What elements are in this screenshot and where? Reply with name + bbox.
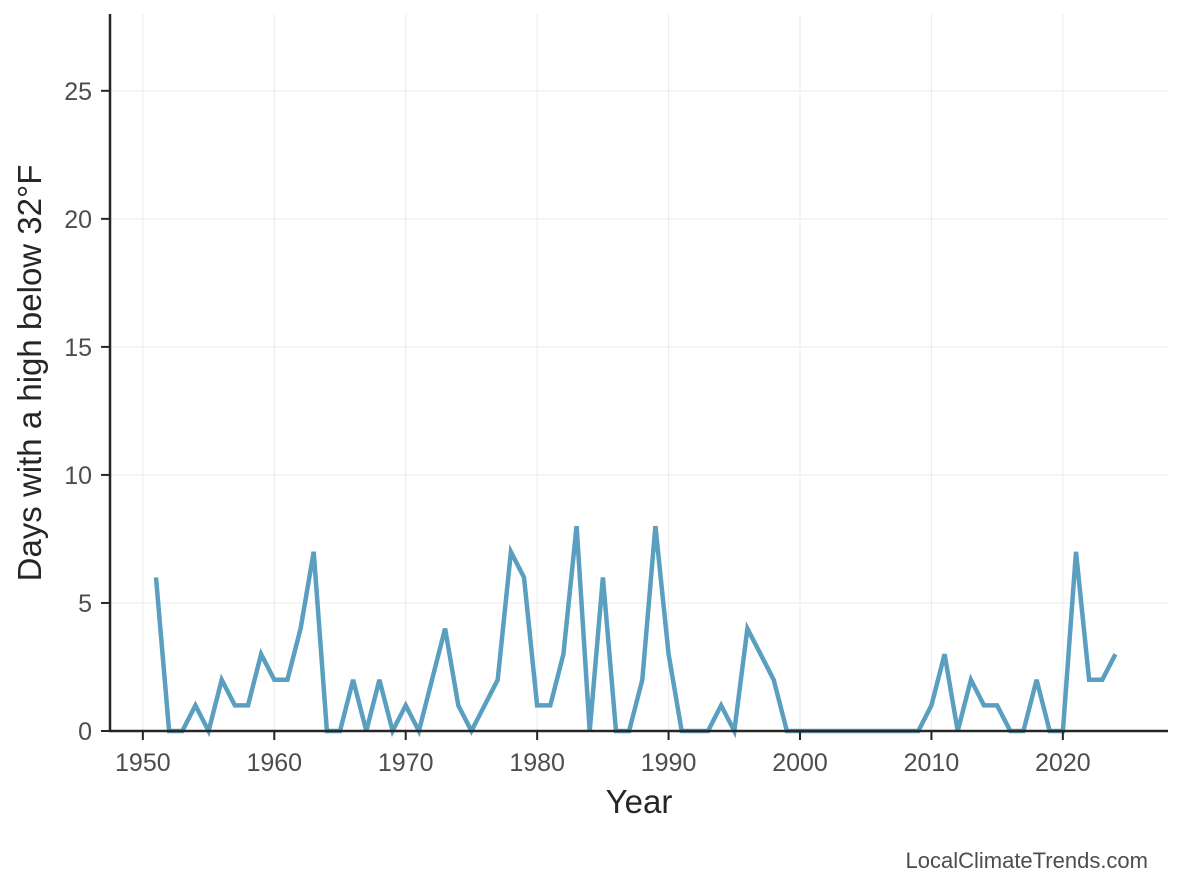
y-tick-label: 5 — [78, 590, 92, 618]
x-tick-label: 1990 — [641, 749, 697, 777]
y-axis-ticks: 0 5 10 15 20 25 — [64, 78, 110, 746]
x-axis-ticks: 1950 1960 1970 1980 1990 2000 2010 2020 — [115, 731, 1091, 777]
y-axis-title: Days with a high below 32°F — [11, 165, 48, 582]
y-tick-label: 25 — [64, 78, 92, 106]
x-tick-label: 1980 — [509, 749, 565, 777]
source-credit: LocalClimateTrends.com — [905, 848, 1149, 873]
x-tick-label: 1950 — [115, 749, 171, 777]
series-polyline — [153, 525, 1118, 739]
y-tick-label: 0 — [78, 718, 92, 746]
x-tick-label: 2010 — [904, 749, 960, 777]
x-axis-title: Year — [606, 783, 673, 820]
x-tick-label: 1960 — [246, 749, 302, 777]
series-line — [153, 525, 1118, 739]
x-tick-label: 2020 — [1035, 749, 1091, 777]
y-tick-label: 10 — [64, 462, 92, 490]
grid-lines — [110, 14, 1168, 732]
y-tick-label: 20 — [64, 206, 92, 234]
x-tick-label: 1970 — [378, 749, 434, 777]
y-tick-label: 15 — [64, 334, 92, 362]
axes — [108, 14, 1168, 733]
x-tick-label: 2000 — [772, 749, 828, 777]
